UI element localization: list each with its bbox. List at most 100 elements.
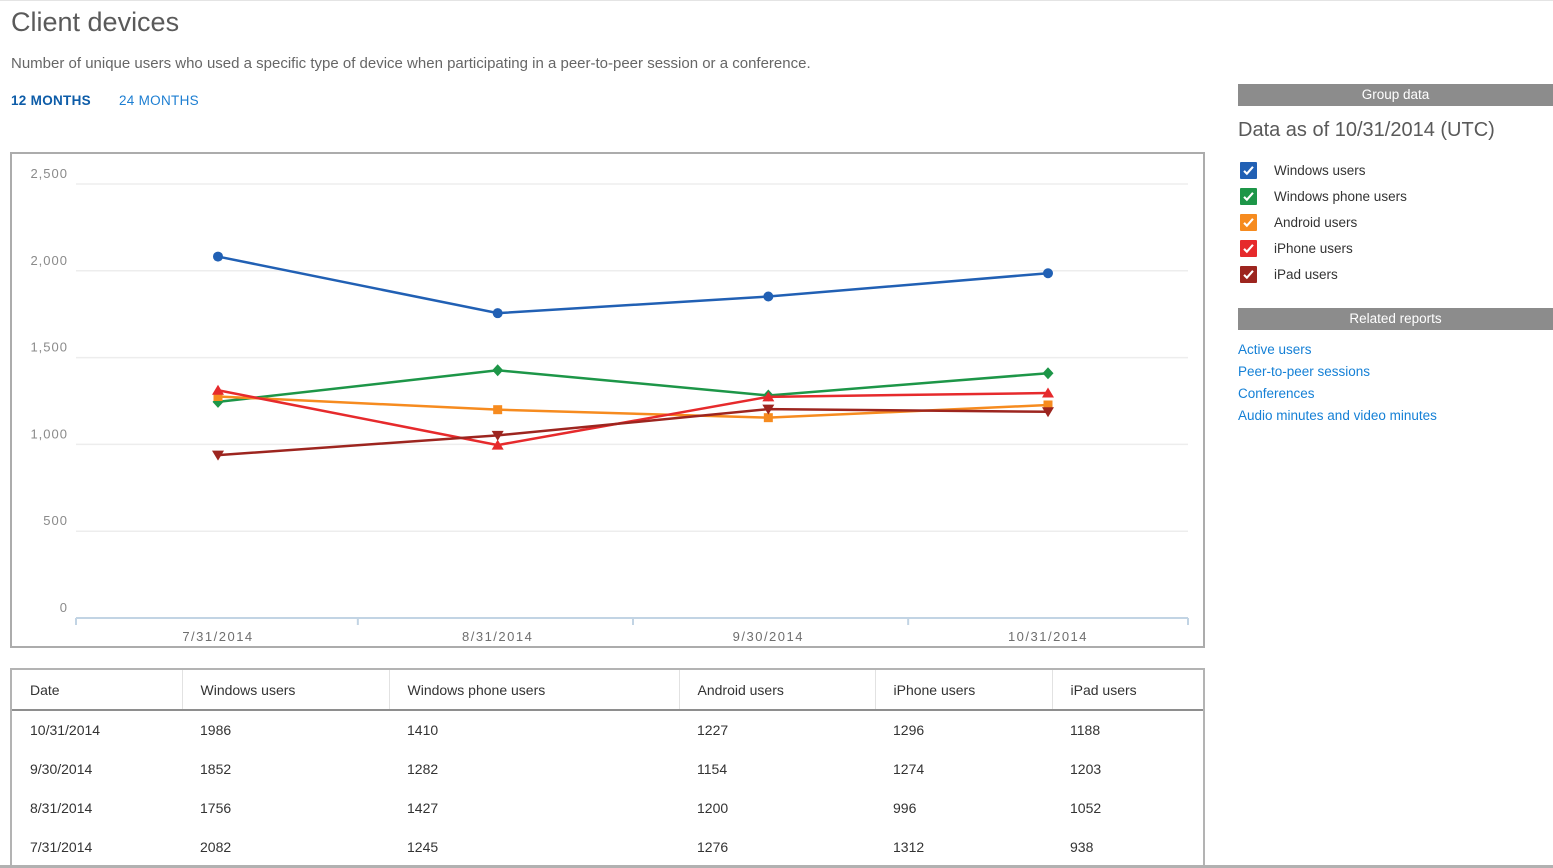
legend-label: Windows phone users	[1274, 188, 1407, 204]
table-cell: 1852	[200, 760, 232, 777]
data-point-marker	[493, 405, 503, 415]
table-column-header: iPhone users	[874, 670, 1052, 711]
series-checkbox[interactable]	[1240, 213, 1257, 231]
table-column-header: Windows phone users	[388, 670, 679, 711]
y-axis-tick-label: 500	[43, 513, 68, 528]
x-axis-tick-label: 7/31/2014	[182, 629, 253, 644]
data-point-marker	[212, 450, 224, 461]
x-axis-tick-label: 9/30/2014	[733, 629, 804, 644]
related-report-link[interactable]: Audio minutes and video minutes	[1238, 408, 1437, 423]
bottom-scroll-edge	[0, 865, 1553, 868]
page-title: Client devices	[11, 7, 180, 37]
legend-label: Windows users	[1274, 162, 1366, 178]
table-cell: 1200	[697, 799, 729, 816]
table-header-row: Date Windows users Windows phone users Andr…	[12, 670, 1203, 711]
table-cell: 1410	[407, 722, 439, 738]
table-cell: 1312	[893, 838, 925, 855]
table-cell: 1188	[1070, 722, 1101, 738]
data-point-marker	[762, 391, 775, 402]
y-axis-tick-label: 2,000	[30, 253, 68, 268]
data-point-marker	[1042, 387, 1054, 398]
y-axis-tick-label: 1,000	[30, 426, 68, 441]
legend-item[interactable]: Android users	[1238, 209, 1553, 235]
data-point-marker	[212, 384, 224, 395]
data-point-marker	[491, 430, 504, 441]
legend-item[interactable]: iPad users	[1238, 261, 1553, 287]
series-checkbox[interactable]	[1240, 265, 1257, 283]
data-point-marker	[492, 308, 503, 319]
data-point-marker	[213, 251, 223, 262]
table-cell: 10/31/2014	[30, 722, 101, 738]
data-as-of-label: Data as of 10/31/2014 (UTC)	[1238, 119, 1495, 141]
page-subtitle: Number of unique users who used a specif…	[11, 55, 811, 72]
table-row: 7/31/2014 2082 1245 1276 1312 938	[12, 827, 1203, 866]
table-cell: 1282	[407, 760, 439, 777]
time-range-tabs: 12 MONTHS 24 MONTHS	[11, 93, 199, 108]
table-column-header: Windows users	[181, 670, 389, 711]
series-checkbox[interactable]	[1240, 161, 1257, 179]
table-cell: 996	[893, 799, 917, 816]
legend-label: iPad users	[1274, 266, 1338, 282]
related-reports-header: Related reports	[1238, 308, 1553, 330]
side-panel: Group data Data as of 10/31/2014 (UTC) W…	[1238, 84, 1553, 427]
table-cell: 1154	[697, 760, 728, 777]
series-checkbox[interactable]	[1240, 239, 1257, 257]
series-legend: Windows users Windows phone users Android …	[1238, 157, 1553, 287]
data-point-marker	[762, 404, 775, 415]
table-column-header: Date	[12, 670, 182, 711]
client-devices-line-chart: 0 500 1,000 1,500 2,000 2,500 7/31/2014 8/31/20…	[30, 166, 1189, 644]
table-row: 10/31/2014 1986 1410 1227 1296 1188	[12, 710, 1203, 749]
table-column-header: iPad users	[1051, 670, 1203, 711]
legend-label: Android users	[1274, 214, 1358, 230]
legend-item[interactable]: Windows users	[1238, 157, 1553, 183]
table-column-header: Android users	[678, 670, 875, 711]
x-axis-tick-label: 10/31/2014	[1008, 629, 1088, 644]
related-report-link[interactable]: Active users	[1238, 342, 1312, 357]
series-line	[217, 389, 1049, 447]
table-cell: 1274	[893, 760, 925, 777]
data-table: Date Windows users Windows phone users Andr…	[12, 670, 1203, 866]
legend-item[interactable]: iPhone users	[1238, 235, 1553, 261]
data-point-marker	[1043, 268, 1053, 279]
data-point-marker	[492, 364, 504, 377]
chart-container: 0 500 1,000 1,500 2,000 2,500 7/31/2014 8/31/20…	[10, 152, 1205, 648]
data-point-marker	[213, 391, 223, 401]
table-row: 9/30/2014 1852 1282 1154 1274 1203	[12, 749, 1203, 788]
series-checkbox[interactable]	[1240, 187, 1257, 205]
tab-24-months[interactable]: 24 MONTHS	[118, 93, 199, 108]
table-cell: 1986	[200, 722, 232, 738]
table-cell: 1227	[697, 722, 729, 738]
table-cell: 1052	[1070, 799, 1102, 816]
legend-item[interactable]: Windows phone users	[1238, 183, 1553, 209]
series-line	[217, 255, 1049, 315]
checkmark-icon	[1243, 243, 1254, 253]
table-cell: 7/31/2014	[30, 838, 93, 855]
table-row: 8/31/2014 1756 1427 1200 996 1052	[12, 788, 1203, 827]
related-report-link[interactable]: Conferences	[1238, 386, 1315, 401]
data-point-marker	[1043, 400, 1053, 410]
table-cell: 1296	[893, 722, 925, 738]
table-cell: 8/31/2014	[30, 799, 93, 816]
series-line	[217, 407, 1049, 457]
tab-12-months[interactable]: 12 MONTHS	[11, 93, 91, 108]
group-data-header: Group data	[1238, 84, 1553, 106]
legend-label: iPhone users	[1274, 240, 1353, 256]
x-axis-tick-label: 8/31/2014	[462, 629, 533, 644]
related-reports-links: Active users Peer-to-peer sessions Confere…	[1238, 339, 1553, 427]
y-axis-tick-label: 1,500	[30, 340, 68, 355]
checkmark-icon	[1243, 269, 1254, 279]
y-axis-tick-label: 2,500	[30, 166, 68, 181]
checkmark-icon	[1243, 217, 1254, 227]
data-point-marker	[212, 395, 224, 408]
data-table-container: Date Windows users Windows phone users Andr…	[10, 668, 1205, 868]
data-point-marker	[763, 291, 774, 302]
related-report-link[interactable]: Peer-to-peer sessions	[1238, 364, 1371, 379]
data-point-marker	[1042, 407, 1054, 418]
table-cell: 1203	[1070, 760, 1102, 777]
y-axis-tick-label: 0	[60, 600, 68, 615]
data-point-marker	[763, 413, 773, 423]
table-cell: 1427	[407, 799, 439, 816]
checkmark-icon	[1243, 191, 1254, 201]
checkmark-icon	[1243, 165, 1254, 175]
table-cell: 938	[1070, 838, 1094, 855]
